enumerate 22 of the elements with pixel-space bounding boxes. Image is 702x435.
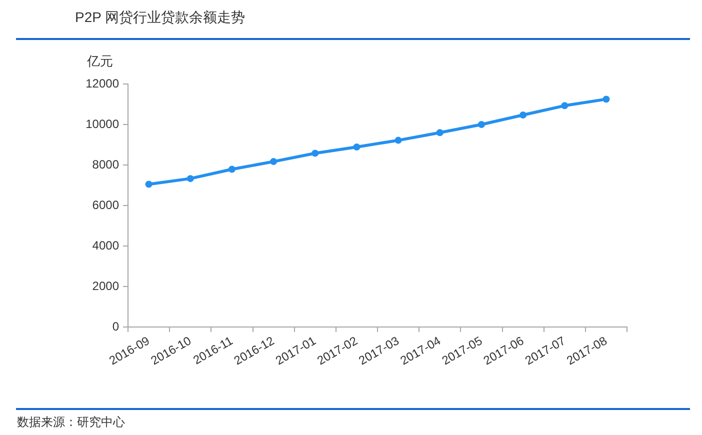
- y-tick-label: 6000: [92, 198, 120, 212]
- y-axis-title: 亿元: [86, 54, 113, 69]
- y-tick-label: 2000: [92, 278, 120, 293]
- y-tick-label: 8000: [92, 157, 120, 172]
- point: [602, 96, 610, 103]
- point: [312, 150, 319, 157]
- y-tick-label: 10000: [86, 116, 120, 131]
- point: [228, 166, 236, 173]
- point: [520, 111, 527, 118]
- point: [145, 180, 152, 188]
- y-tick-label: 4000: [92, 238, 120, 252]
- point: [270, 158, 278, 166]
- y-tick-label: 12000: [86, 76, 120, 90]
- point: [353, 143, 360, 150]
- point: [436, 129, 444, 136]
- y-tick-label: 0: [112, 319, 120, 334]
- point: [561, 102, 568, 110]
- point: [186, 175, 194, 182]
- source-note: 数据来源：研究中心: [17, 414, 125, 431]
- point: [478, 121, 485, 128]
- chart-title: P2P 网贷行业贷款余额走势: [75, 9, 246, 27]
- point: [394, 136, 402, 144]
